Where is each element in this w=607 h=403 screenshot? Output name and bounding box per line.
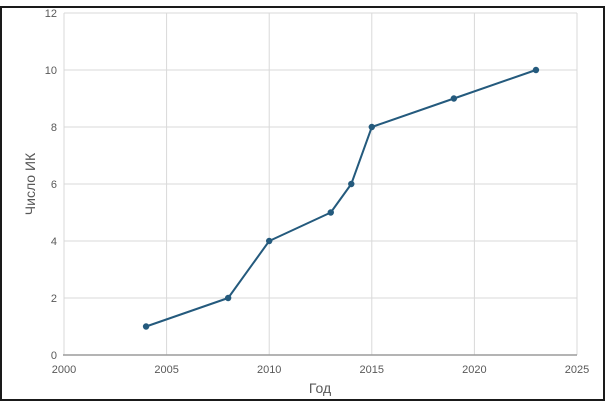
data-point — [224, 294, 232, 302]
data-point — [142, 323, 150, 330]
x-tick-label: 2015 — [360, 364, 384, 376]
data-point — [450, 95, 458, 102]
data-point — [368, 123, 375, 131]
x-tick-label: 2000 — [52, 364, 76, 376]
x-tick-label: 2010 — [257, 364, 281, 376]
x-tick-label: 2025 — [565, 364, 589, 376]
y-tick-label: 10 — [45, 65, 57, 77]
y-tick-label: 4 — [51, 236, 57, 248]
series-layer — [142, 66, 540, 330]
y-tick-label: 2 — [51, 293, 57, 305]
data-line — [145, 69, 537, 328]
y-tick-label: 6 — [51, 179, 57, 191]
y-tick-label: 8 — [51, 122, 57, 134]
x-axis-title: Год — [309, 380, 331, 396]
data-point — [266, 237, 273, 245]
data-point — [532, 66, 540, 74]
gridlines-layer — [63, 12, 578, 355]
x-tick-label: 2020 — [462, 364, 486, 376]
data-point — [348, 180, 355, 188]
data-point — [327, 209, 334, 216]
x-tick-label: 2005 — [154, 364, 178, 376]
y-axis-title: Число ИК — [22, 152, 38, 215]
y-tick-label: 12 — [45, 8, 57, 20]
tick-labels-layer: 2000 2005 2010 2015 2020 2025 0 2 4 6 8 10 12 — [45, 8, 589, 376]
y-tick-label: 0 — [51, 350, 57, 362]
